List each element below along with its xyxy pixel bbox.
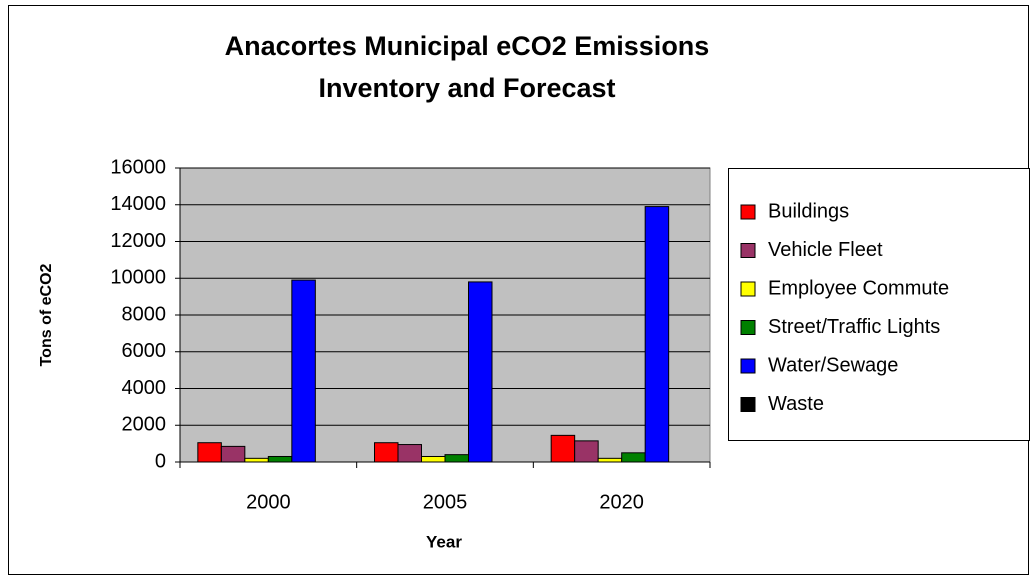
y-tick-label: 2000: [122, 414, 167, 436]
legend-label: Employee Commute: [768, 277, 949, 299]
y-tick-label: 4000: [122, 377, 167, 399]
x-tick-label: 2020: [599, 491, 644, 513]
bar: [574, 440, 599, 463]
bar: [468, 281, 493, 463]
legend-swatch: [740, 204, 756, 220]
y-tick-label: 14000: [110, 193, 166, 215]
legend-label: Water/Sewage: [768, 354, 898, 376]
legend-swatch: [740, 397, 756, 412]
x-tick-label: 2000: [246, 491, 291, 513]
bar: [621, 452, 646, 463]
legend-label: Vehicle Fleet: [768, 239, 883, 261]
bar: [644, 206, 670, 463]
bar: [220, 445, 246, 463]
legend-swatch: [740, 358, 756, 374]
legend-swatch: [740, 243, 756, 258]
legend-label: Street/Traffic Lights: [768, 316, 940, 338]
bar: [444, 454, 469, 463]
bar: [244, 457, 269, 463]
x-tick-label: 2005: [423, 491, 468, 513]
y-tick-label: 6000: [122, 340, 167, 362]
legend-box: [728, 168, 1030, 441]
bar: [597, 457, 623, 463]
chart-title: Anacortes Municipal eCO2 Emissions: [225, 31, 710, 61]
bar: [291, 279, 316, 463]
y-tick-label: 8000: [122, 303, 167, 325]
legend-swatch: [740, 320, 756, 335]
y-tick-label: 12000: [110, 230, 166, 252]
bar: [550, 434, 576, 463]
bar: [374, 442, 399, 463]
legend-label: Waste: [768, 393, 824, 415]
legend-label: Buildings: [768, 200, 849, 222]
bar: [397, 444, 422, 463]
bar: [421, 455, 446, 463]
y-tick-label: 16000: [110, 156, 166, 178]
x-axis-label: Year: [426, 532, 462, 551]
bar: [267, 455, 293, 463]
y-tick-label: 10000: [110, 267, 166, 289]
legend-swatch: [740, 281, 756, 297]
y-tick-label: 0: [155, 450, 166, 472]
chart-title: Inventory and Forecast: [318, 73, 615, 103]
bar: [197, 442, 222, 463]
y-axis-label: Tons of eCO2: [38, 263, 55, 366]
